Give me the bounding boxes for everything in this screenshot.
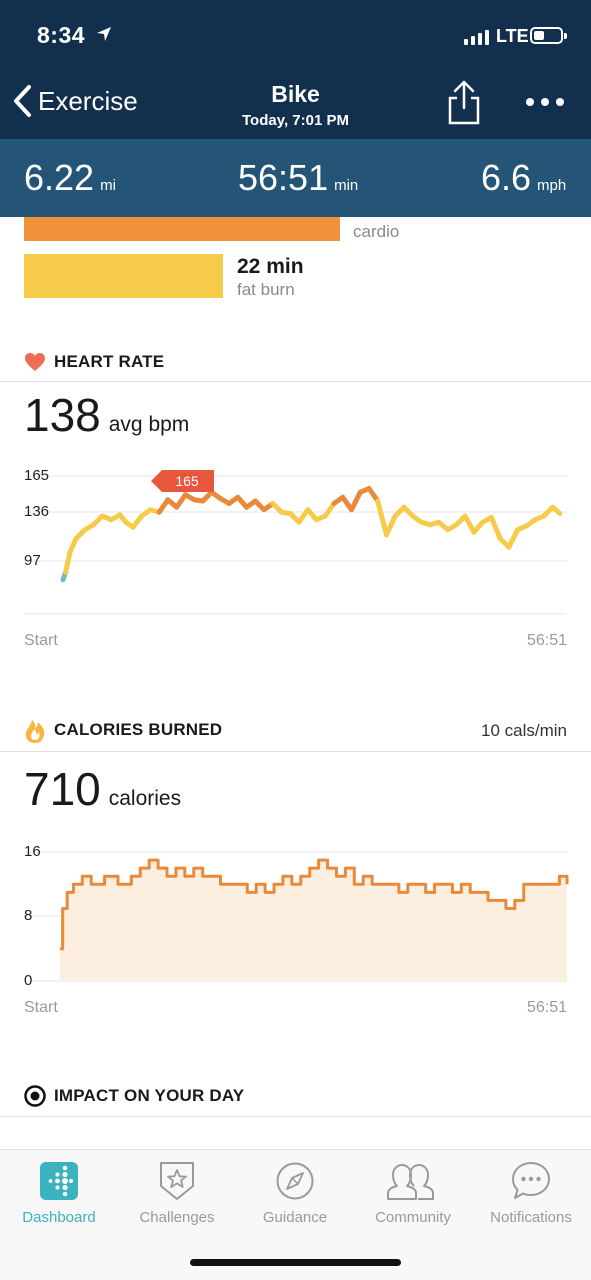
stat-unit: mi bbox=[100, 177, 116, 194]
heart-rate-segment bbox=[67, 536, 79, 555]
tab-community[interactable]: Community bbox=[354, 1160, 472, 1226]
heart-rate-unit: avg bpm bbox=[108, 413, 190, 436]
calories-unit: calories bbox=[108, 787, 182, 810]
share-icon[interactable] bbox=[446, 80, 482, 126]
impact-title: IMPACT ON YOUR DAY bbox=[54, 1086, 245, 1105]
stat-value: 6.22 bbox=[24, 157, 95, 198]
heart-rate-title: HEART RATE bbox=[54, 352, 165, 371]
heart-rate-segment bbox=[322, 501, 337, 519]
zone-label-fat-burn: fat burn bbox=[237, 280, 295, 299]
calories-value: 710 bbox=[24, 763, 101, 815]
tab-label: Challenges bbox=[139, 1209, 215, 1226]
calories-title: CALORIES BURNED bbox=[54, 720, 223, 739]
heart-rate-segment bbox=[156, 497, 171, 515]
status-time: 8:34 bbox=[37, 22, 86, 48]
heart-rate-summary: 138 avg bpm bbox=[24, 388, 189, 442]
heart-rate-segment bbox=[462, 513, 477, 535]
speech-bubble-icon bbox=[512, 1162, 550, 1199]
chart-start-label: Start bbox=[24, 999, 58, 1016]
heart-rate-header: HEART RATE bbox=[24, 352, 164, 372]
heart-rate-segment bbox=[383, 513, 398, 538]
calories-area-fill bbox=[60, 860, 567, 981]
y-tick-label: 165 bbox=[24, 467, 50, 484]
tab-notifications[interactable]: Notifications bbox=[472, 1160, 590, 1226]
heart-rate-segment bbox=[375, 498, 389, 538]
divider bbox=[0, 1116, 591, 1117]
signal-strength-icon bbox=[464, 29, 489, 45]
tab-guidance[interactable]: Guidance bbox=[236, 1160, 354, 1226]
chart-end-label: 56:51 bbox=[526, 632, 567, 649]
calories-chart bbox=[24, 851, 569, 982]
heart-rate-segment bbox=[506, 527, 521, 550]
peak-marker-label: 165 bbox=[175, 473, 199, 489]
exercise-stats-bar: 6.22 mi 56:51 min 6.6 mph bbox=[0, 139, 591, 217]
home-indicator bbox=[190, 1259, 401, 1266]
page-subtitle: Today, 7:01 PM bbox=[242, 112, 349, 129]
heart-rate-segment bbox=[550, 504, 563, 516]
chart-start-label: Start bbox=[24, 632, 58, 649]
heart-rate-segment bbox=[366, 486, 381, 504]
heart-icon bbox=[25, 353, 45, 371]
compass-icon bbox=[276, 1162, 314, 1200]
stat-distance: 6.22 mi bbox=[24, 157, 116, 199]
tab-label: Dashboard bbox=[22, 1209, 96, 1226]
calories-rate: 10 cals/min bbox=[481, 721, 567, 740]
network-type: LTE bbox=[496, 26, 529, 46]
heart-rate-segment bbox=[174, 492, 188, 510]
chevron-left-icon bbox=[14, 85, 31, 117]
stat-value: 6.6 bbox=[481, 157, 532, 198]
battery-icon bbox=[530, 27, 567, 44]
community-people-icon bbox=[387, 1164, 434, 1200]
impact-header[interactable]: IMPACT ON YOUR DAY bbox=[24, 1085, 244, 1107]
y-tick-label: 0 bbox=[24, 972, 33, 989]
heart-rate-segment bbox=[348, 489, 363, 513]
heart-rate-value: 138 bbox=[24, 389, 101, 441]
heart-rate-segment bbox=[488, 514, 503, 541]
heart-rate-chart: 165 bbox=[24, 470, 567, 615]
more-options-icon[interactable] bbox=[526, 98, 564, 106]
y-tick-label: 97 bbox=[24, 552, 41, 569]
flame-icon bbox=[25, 720, 45, 743]
divider bbox=[0, 381, 591, 382]
stat-unit: mph bbox=[537, 177, 567, 194]
location-arrow-icon bbox=[97, 27, 111, 41]
target-icon bbox=[24, 1085, 46, 1107]
stat-unit: min bbox=[334, 177, 359, 194]
calories-summary: 710 calories bbox=[24, 762, 181, 816]
bottom-tab-bar: Dashboard Challenges Guidance Community … bbox=[0, 1149, 591, 1280]
tab-dashboard[interactable]: Dashboard bbox=[0, 1160, 118, 1226]
stat-value: 56:51 bbox=[238, 157, 329, 198]
divider bbox=[0, 751, 591, 752]
zone-label-cardio: cardio bbox=[353, 222, 400, 241]
dashboard-icon bbox=[40, 1162, 78, 1200]
back-button[interactable]: Exercise bbox=[12, 84, 138, 118]
stat-speed: 6.6 mph bbox=[481, 157, 566, 199]
heart-rate-segment bbox=[63, 549, 73, 575]
page-title: Bike bbox=[271, 81, 320, 107]
tab-label: Community bbox=[375, 1209, 451, 1226]
tab-label: Guidance bbox=[262, 1209, 328, 1226]
challenges-star-icon bbox=[160, 1162, 194, 1200]
zone-bar-fat-burn bbox=[24, 254, 223, 298]
y-tick-label: 136 bbox=[24, 503, 50, 520]
y-tick-label: 8 bbox=[24, 907, 33, 924]
y-tick-label: 16 bbox=[24, 843, 41, 860]
chart-end-label: 56:51 bbox=[526, 999, 567, 1016]
stat-duration: 56:51 min bbox=[238, 157, 358, 199]
calories-header: CALORIES BURNED bbox=[24, 716, 222, 744]
zone-bar-cardio bbox=[24, 217, 340, 241]
peak-marker: 165 bbox=[151, 470, 214, 492]
back-label: Exercise bbox=[38, 85, 138, 116]
zone-value-fat-burn: 22 min bbox=[237, 255, 304, 278]
tab-challenges[interactable]: Challenges bbox=[118, 1160, 236, 1226]
top-header: 8:34 LTE Exercise Bike Today, 7:01 PM bbox=[0, 0, 591, 139]
calories-line bbox=[60, 858, 569, 951]
tab-label: Notifications bbox=[490, 1209, 572, 1226]
